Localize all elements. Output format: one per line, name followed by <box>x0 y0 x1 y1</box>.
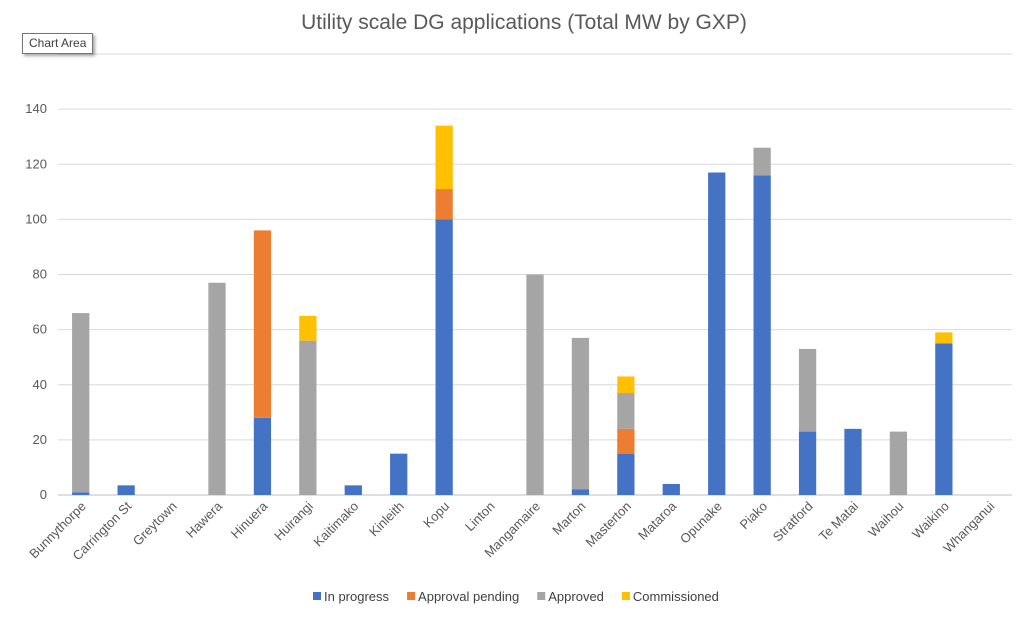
x-tick-label: Te Matai <box>816 498 861 543</box>
bar-segment[interactable] <box>208 282 226 495</box>
bar-segment[interactable] <box>435 125 453 190</box>
x-tick-label: Kaitimako <box>310 499 361 550</box>
bar-segment[interactable] <box>117 485 135 495</box>
x-tick-label: Greytown <box>130 499 180 549</box>
y-tick-label: 60 <box>33 322 47 337</box>
legend-swatch <box>313 592 321 600</box>
y-tick-label: 20 <box>33 432 47 447</box>
chart-title: Utility scale DG applications (Total MW … <box>301 11 747 34</box>
bar-segment[interactable] <box>753 175 771 495</box>
y-axis: 0 20 40 60 80 100 120 140 <box>25 101 47 502</box>
legend-swatch <box>621 592 630 600</box>
y-tick-label: 40 <box>33 377 47 392</box>
x-tick-label: Mataroa <box>635 498 680 543</box>
x-tick-label: Waihou <box>865 499 906 540</box>
x-tick-label: Hawera <box>183 498 226 541</box>
bar-segment[interactable] <box>72 313 90 493</box>
x-tick-label: Kinleith <box>366 499 407 540</box>
legend-label: Approval pending <box>418 589 519 604</box>
bar-segment[interactable] <box>617 376 635 394</box>
bar-segment[interactable] <box>253 417 272 495</box>
legend-swatch <box>537 592 546 600</box>
bar-segment[interactable] <box>617 453 635 495</box>
y-tick-label: 140 <box>25 101 47 116</box>
bar-segment[interactable] <box>72 492 90 495</box>
bar-segment[interactable] <box>299 315 317 341</box>
bar-segment[interactable] <box>299 340 317 495</box>
bar-segment[interactable] <box>889 431 908 495</box>
bar-segment[interactable] <box>253 230 272 418</box>
bar-segment[interactable] <box>662 483 680 495</box>
plot-area[interactable] <box>72 125 953 496</box>
x-tick-label: Piako <box>737 499 771 533</box>
x-tick-label: Hinuera <box>228 498 271 541</box>
bar-segment[interactable] <box>571 489 590 495</box>
bar-segment[interactable] <box>798 348 817 432</box>
chart-area-tooltip: Chart Area <box>22 33 94 54</box>
bar-segment[interactable] <box>526 274 544 496</box>
bar-segment[interactable] <box>571 337 590 490</box>
x-tick-label: Masterton <box>582 499 633 550</box>
x-tick-label: Kopu <box>420 499 452 531</box>
bar-segment[interactable] <box>344 485 362 495</box>
y-tick-label: 100 <box>25 211 47 226</box>
bar-segment[interactable] <box>435 219 453 495</box>
bar-segment[interactable] <box>617 428 635 454</box>
x-tick-label: Marton <box>549 499 588 538</box>
legend-swatch <box>407 592 416 600</box>
y-tick-label: 120 <box>25 156 47 171</box>
bar-segment[interactable] <box>935 343 953 495</box>
x-tick-label: Linton <box>462 499 498 535</box>
bar-segment[interactable] <box>708 172 726 496</box>
bar-segment[interactable] <box>435 189 453 220</box>
bar-segment[interactable] <box>798 431 817 495</box>
x-tick-label: Opunake <box>677 499 725 547</box>
y-tick-label: 80 <box>33 267 47 282</box>
legend-label: Approved <box>548 589 604 604</box>
bar-segment[interactable] <box>844 428 862 495</box>
legend-label: Commissioned <box>633 589 719 604</box>
legend: In progress Approval pending Approved Commi… <box>313 589 719 604</box>
x-tick-label: Stratford <box>770 499 816 545</box>
bar-segment[interactable] <box>617 393 635 429</box>
bar-segment[interactable] <box>753 147 771 176</box>
y-tick-label: 0 <box>40 487 47 502</box>
bar-segment[interactable] <box>390 453 408 495</box>
legend-label: In progress <box>324 589 390 604</box>
x-tick-label: Huirangi <box>271 498 316 543</box>
bar-segment[interactable] <box>935 332 953 344</box>
x-tick-label: Waikino <box>909 499 952 542</box>
